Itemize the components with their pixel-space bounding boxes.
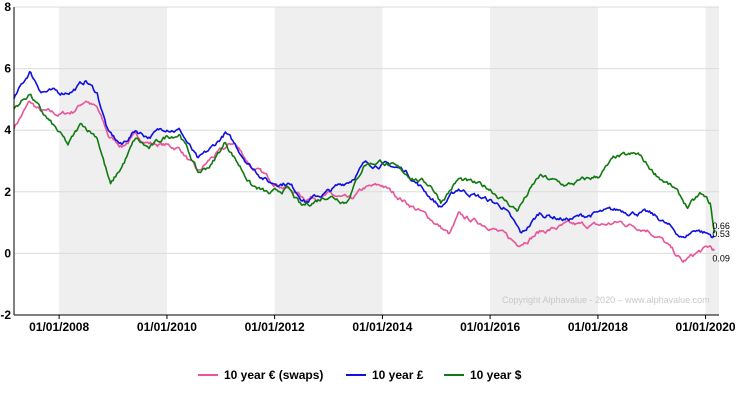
y-tick-label: 4 [4,123,11,137]
legend-label: 10 year £ [372,368,424,382]
end-value-labels: 0.09 0.530.66 [712,221,730,264]
y-tick-label: 0 [4,246,11,260]
end-value-label: 0.09 [712,254,730,264]
shaded-band [490,7,598,315]
x-tick-label: 01/01/2014 [352,320,412,334]
x-axis-ticks: 01/01/2008 01/01/2010 01/01/2012 01/01/2014… [29,315,736,334]
y-tick-label: 6 [4,62,11,76]
series-line [13,100,716,263]
copyright-credit: Copyright Alphavalue - 2020 – www.alphav… [502,295,710,305]
x-tick-label: 01/01/2008 [29,320,89,334]
series-line [13,93,716,234]
y-axis-ticks: -2 0 2 4 6 8 [0,0,11,322]
legend-label: 10 year $ [470,368,522,382]
x-tick-label: 01/01/2016 [460,320,520,334]
shaded-band [59,7,167,315]
x-tick-label: 01/01/2020 [676,320,736,334]
shaded-band [274,7,383,315]
x-tick-label: 01/01/2018 [568,320,628,334]
y-tick-label: 8 [4,0,11,14]
end-value-label: 0.66 [712,221,730,231]
legend: 10 year € (swaps) 10 year £ 10 year $ [198,368,522,382]
end-value-label: 0.53 [712,229,730,239]
y-tick-label: -2 [0,308,11,322]
series-lines [13,71,716,263]
x-tick-label: 01/01/2010 [137,320,197,334]
shaded-bands [59,7,719,315]
y-tick-label: 2 [4,185,11,199]
legend-label: 10 year € (swaps) [224,368,323,382]
series-line [13,71,715,239]
shaded-band [705,7,719,315]
x-tick-label: 01/01/2012 [245,320,305,334]
